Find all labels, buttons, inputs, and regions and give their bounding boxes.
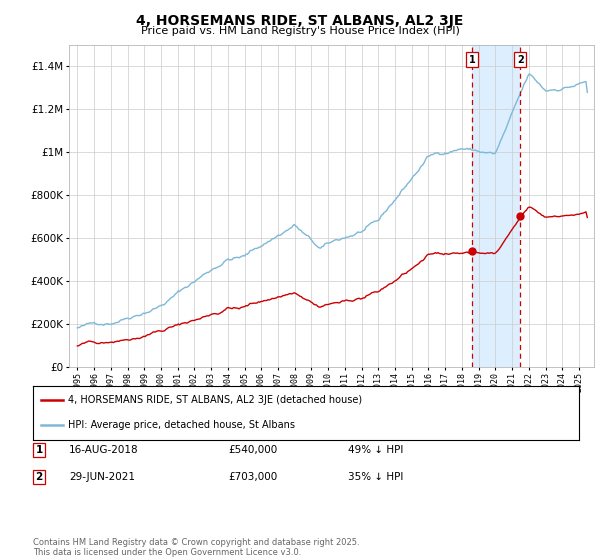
Text: 1: 1 bbox=[469, 55, 476, 65]
Text: 1: 1 bbox=[35, 445, 43, 455]
Text: 35% ↓ HPI: 35% ↓ HPI bbox=[348, 472, 403, 482]
Text: £703,000: £703,000 bbox=[228, 472, 277, 482]
Text: 2: 2 bbox=[35, 472, 43, 482]
Text: 4, HORSEMANS RIDE, ST ALBANS, AL2 3JE (detached house): 4, HORSEMANS RIDE, ST ALBANS, AL2 3JE (d… bbox=[68, 395, 362, 405]
Text: HPI: Average price, detached house, St Albans: HPI: Average price, detached house, St A… bbox=[68, 419, 295, 430]
Text: £540,000: £540,000 bbox=[228, 445, 277, 455]
Text: 4, HORSEMANS RIDE, ST ALBANS, AL2 3JE: 4, HORSEMANS RIDE, ST ALBANS, AL2 3JE bbox=[136, 14, 464, 28]
Text: 2: 2 bbox=[517, 55, 524, 65]
Text: Contains HM Land Registry data © Crown copyright and database right 2025.
This d: Contains HM Land Registry data © Crown c… bbox=[33, 538, 359, 557]
Text: 29-JUN-2021: 29-JUN-2021 bbox=[69, 472, 135, 482]
Text: 16-AUG-2018: 16-AUG-2018 bbox=[69, 445, 139, 455]
Text: Price paid vs. HM Land Registry's House Price Index (HPI): Price paid vs. HM Land Registry's House … bbox=[140, 26, 460, 36]
Text: 49% ↓ HPI: 49% ↓ HPI bbox=[348, 445, 403, 455]
Bar bbox=[472, 45, 520, 367]
